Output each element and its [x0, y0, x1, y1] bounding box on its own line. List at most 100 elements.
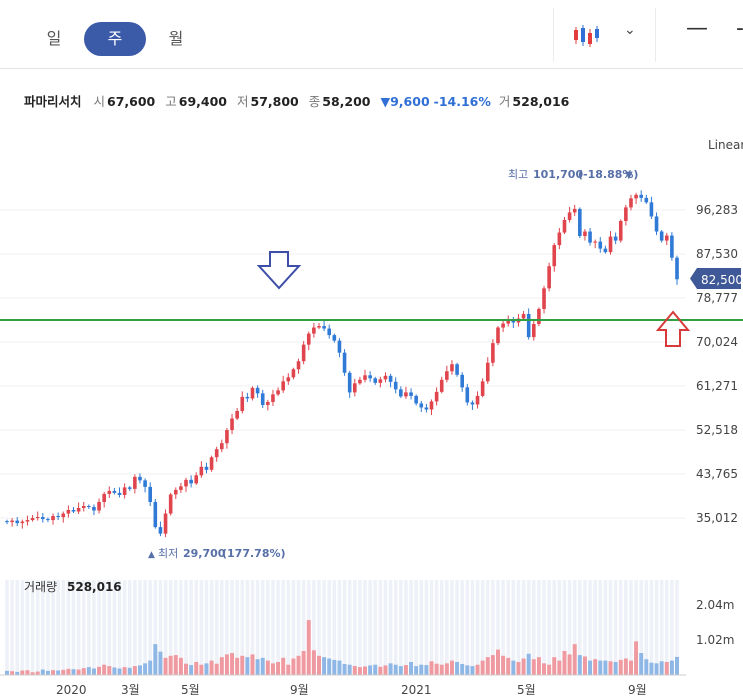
volume-bar	[137, 665, 142, 675]
volume-bar	[102, 664, 107, 675]
candle-body	[286, 377, 291, 382]
volume-bg-bar	[552, 580, 557, 675]
candle-body	[358, 379, 362, 384]
volume-bg-bar	[184, 580, 188, 675]
candle-body	[496, 327, 500, 344]
volume-bg-bar	[163, 580, 168, 675]
candle-body	[465, 387, 470, 403]
volume-bar	[117, 668, 122, 675]
candle-body	[245, 396, 250, 399]
volume-bg-bar	[603, 580, 608, 675]
candle-body	[654, 216, 659, 232]
candle-body	[659, 231, 664, 241]
volume-bar	[260, 657, 265, 675]
volume-bg-bar	[567, 580, 572, 675]
x-tick-label: 3월	[121, 683, 140, 697]
volume-bg-bar	[301, 580, 306, 675]
candle-body	[562, 219, 567, 233]
volume-bar	[265, 660, 270, 675]
min-annotation-pct: (177.78%)	[222, 547, 286, 560]
volume-bg-bar	[97, 580, 101, 675]
candlestick-icon[interactable]	[572, 24, 604, 48]
volume-bar	[511, 660, 516, 675]
volume-bg-bar	[250, 580, 255, 675]
volume-bar	[490, 655, 495, 675]
candle-body	[35, 517, 40, 519]
volume-bar	[572, 644, 577, 675]
volume-bar	[552, 657, 557, 675]
max-annotation-value: 101,700	[533, 168, 583, 181]
candle-body	[429, 401, 434, 410]
min-annotation-marker: ▲	[148, 550, 155, 560]
candle-body	[567, 212, 572, 220]
volume-bar	[86, 667, 91, 675]
volume-bar	[199, 664, 204, 675]
volume-bg-bar	[25, 580, 30, 675]
more-tool-icon[interactable]: -	[736, 16, 743, 41]
candle-body	[675, 257, 679, 280]
x-tick-label: 9월	[290, 683, 309, 697]
candle-body	[572, 208, 577, 213]
volume-bg-bar	[230, 580, 234, 675]
candle-body	[30, 518, 35, 521]
volume-bar	[439, 664, 444, 675]
volume-label: 거	[498, 94, 511, 109]
candle-body	[214, 449, 219, 458]
candle-body	[209, 457, 214, 470]
volume-bg-bar	[455, 580, 459, 675]
candle-body	[388, 375, 393, 382]
candle-body	[317, 326, 321, 328]
volume-bg-bar	[618, 580, 623, 675]
tab-month[interactable]: 월	[168, 29, 184, 48]
volume-bar	[613, 661, 618, 675]
candle-body	[112, 490, 117, 493]
high-label: 고	[165, 94, 177, 109]
tab-week[interactable]: 주	[84, 22, 146, 56]
volume-bar	[618, 659, 623, 675]
volume-bar	[577, 655, 582, 675]
volume-bar	[163, 657, 168, 675]
tab-day[interactable]: 일	[46, 29, 62, 48]
y-tick-label: 96,283	[696, 203, 738, 217]
volume-bar	[419, 664, 424, 675]
volume-bg-bar	[347, 580, 352, 675]
volume-bar	[444, 663, 449, 675]
volume-bg-bar	[583, 580, 587, 675]
candle-body	[378, 379, 383, 383]
candle-body	[634, 194, 638, 199]
volume-bar	[25, 670, 30, 675]
volume-bg-bar	[20, 580, 25, 675]
scale-label[interactable]: Linear	[708, 138, 743, 152]
candle-body	[593, 241, 597, 243]
volume-bar	[347, 664, 352, 675]
volume-bar	[291, 658, 296, 675]
candle-body	[644, 197, 649, 203]
volume-bar	[639, 653, 644, 675]
volume-bg-bar	[10, 580, 14, 675]
volume-bar	[628, 660, 633, 675]
volume-bg-bar	[255, 580, 260, 675]
line-tool-icon[interactable]: —	[686, 16, 708, 41]
candle-body	[383, 375, 388, 380]
volume-tick-label: 1.02m	[696, 633, 734, 647]
volume-bg-bar	[526, 580, 531, 675]
candle-body	[322, 326, 326, 329]
volume-bg-bar	[41, 580, 45, 675]
volume-bar	[501, 655, 506, 675]
volume-bar	[255, 659, 260, 675]
candle-body	[122, 487, 127, 495]
candle-body	[414, 395, 418, 404]
chevron-down-icon[interactable]: ⌄	[624, 22, 636, 38]
volume-total: 528,016	[512, 94, 570, 109]
volume-bg-bar	[286, 580, 291, 675]
volume-bar	[455, 661, 460, 675]
candle-body	[20, 521, 25, 524]
volume-bg-bar	[220, 580, 224, 675]
candle-body	[153, 501, 158, 528]
volume-bg-bar	[434, 580, 439, 675]
volume-bar	[122, 667, 127, 675]
min-annotation-value: 29,700	[183, 547, 226, 560]
candle-body	[25, 520, 30, 522]
volume-bar	[659, 661, 664, 675]
